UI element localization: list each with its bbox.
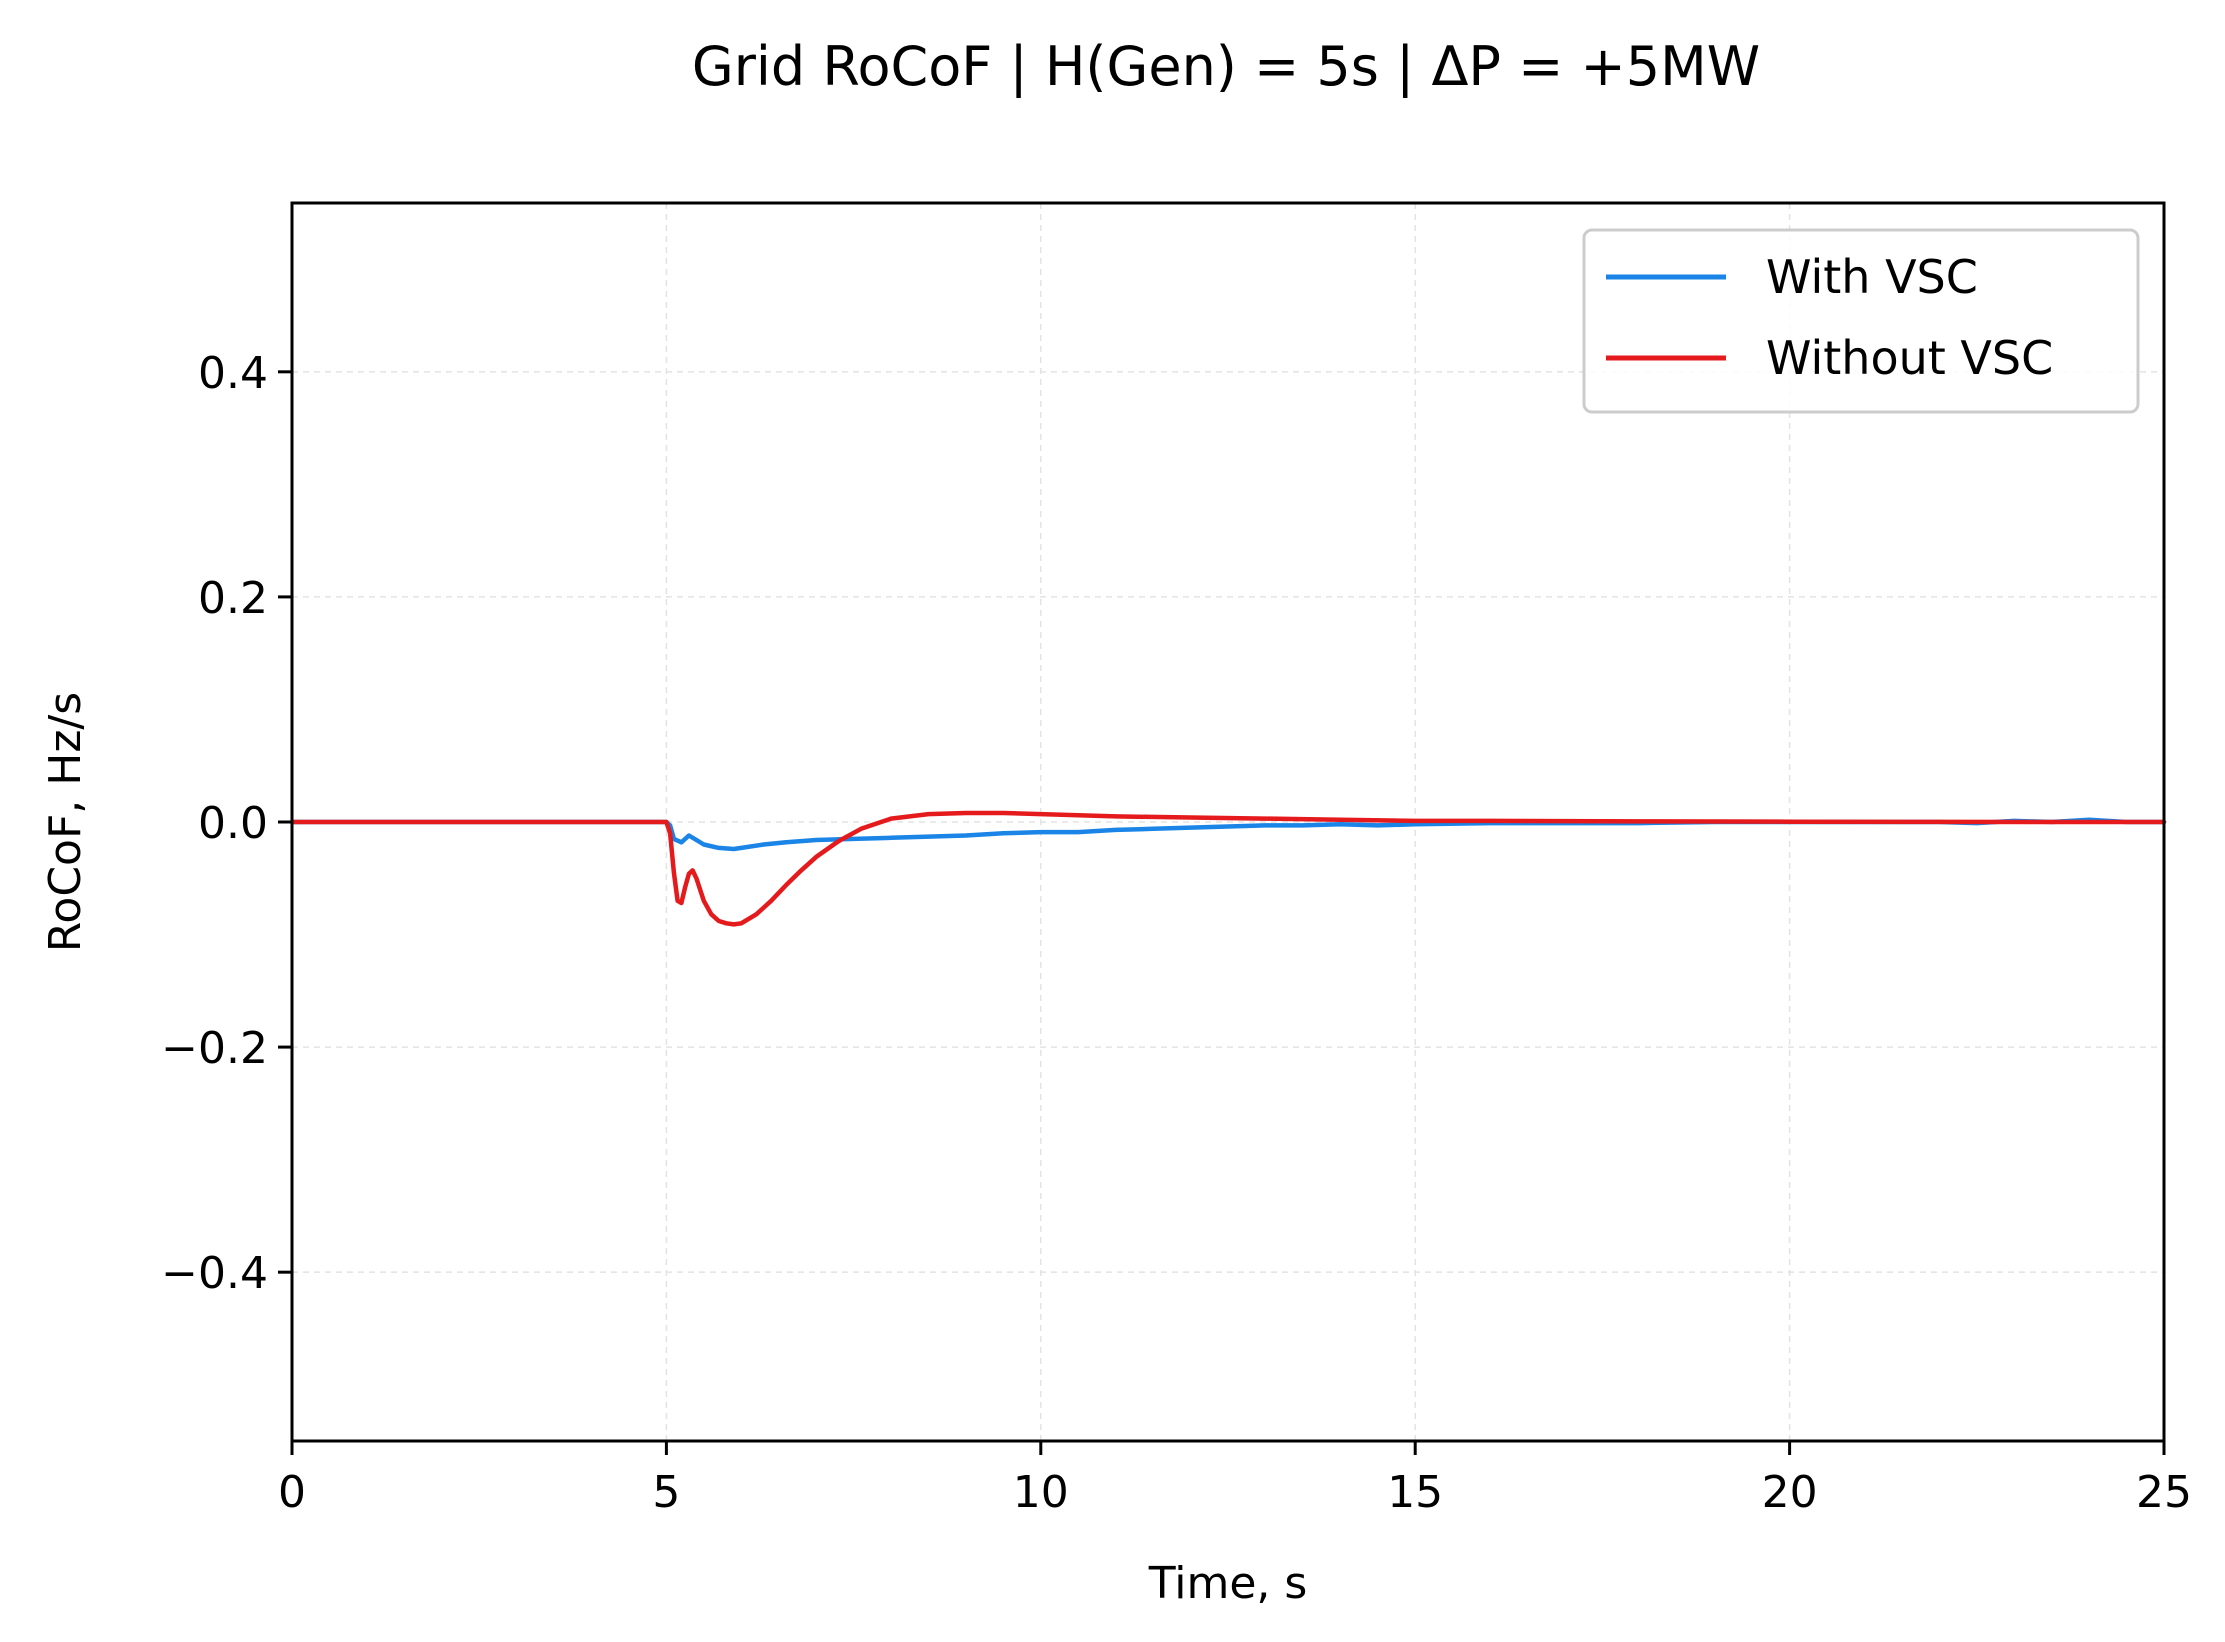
y-tick-label: 0.2 (198, 573, 268, 624)
legend-label-with-vsc: With VSC (1766, 250, 1978, 304)
legend-label-without-vsc: Without VSC (1766, 331, 2053, 385)
y-tick-label: 0.4 (198, 348, 268, 399)
y-axis-label: RoCoF, Hz/s (40, 692, 91, 952)
x-tick-label: 15 (1387, 1467, 1443, 1518)
x-tick-label: 0 (278, 1467, 306, 1518)
y-tick-label: −0.2 (161, 1023, 268, 1074)
series-line-without-vsc (289, 810, 2167, 927)
legend: With VSC Without VSC (1582, 228, 2140, 414)
chart-title: Grid RoCoF | H(Gen) = 5s | ΔP = +5MW (692, 35, 1760, 98)
x-tick-label: 5 (652, 1467, 680, 1518)
series-lines (289, 810, 2167, 927)
x-axis-ticks: 0 5 10 15 20 25 (278, 1441, 2192, 1518)
x-tick-label: 10 (1013, 1467, 1069, 1518)
x-tick-label: 20 (1762, 1467, 1818, 1518)
y-axis-ticks: 0.4 0.2 0.0 −0.2 −0.4 (161, 348, 292, 1299)
y-tick-label: 0.0 (198, 798, 268, 849)
y-tick-label: −0.4 (161, 1248, 268, 1299)
x-axis-label: Time, s (1148, 1558, 1308, 1609)
x-tick-label: 25 (2136, 1467, 2192, 1518)
